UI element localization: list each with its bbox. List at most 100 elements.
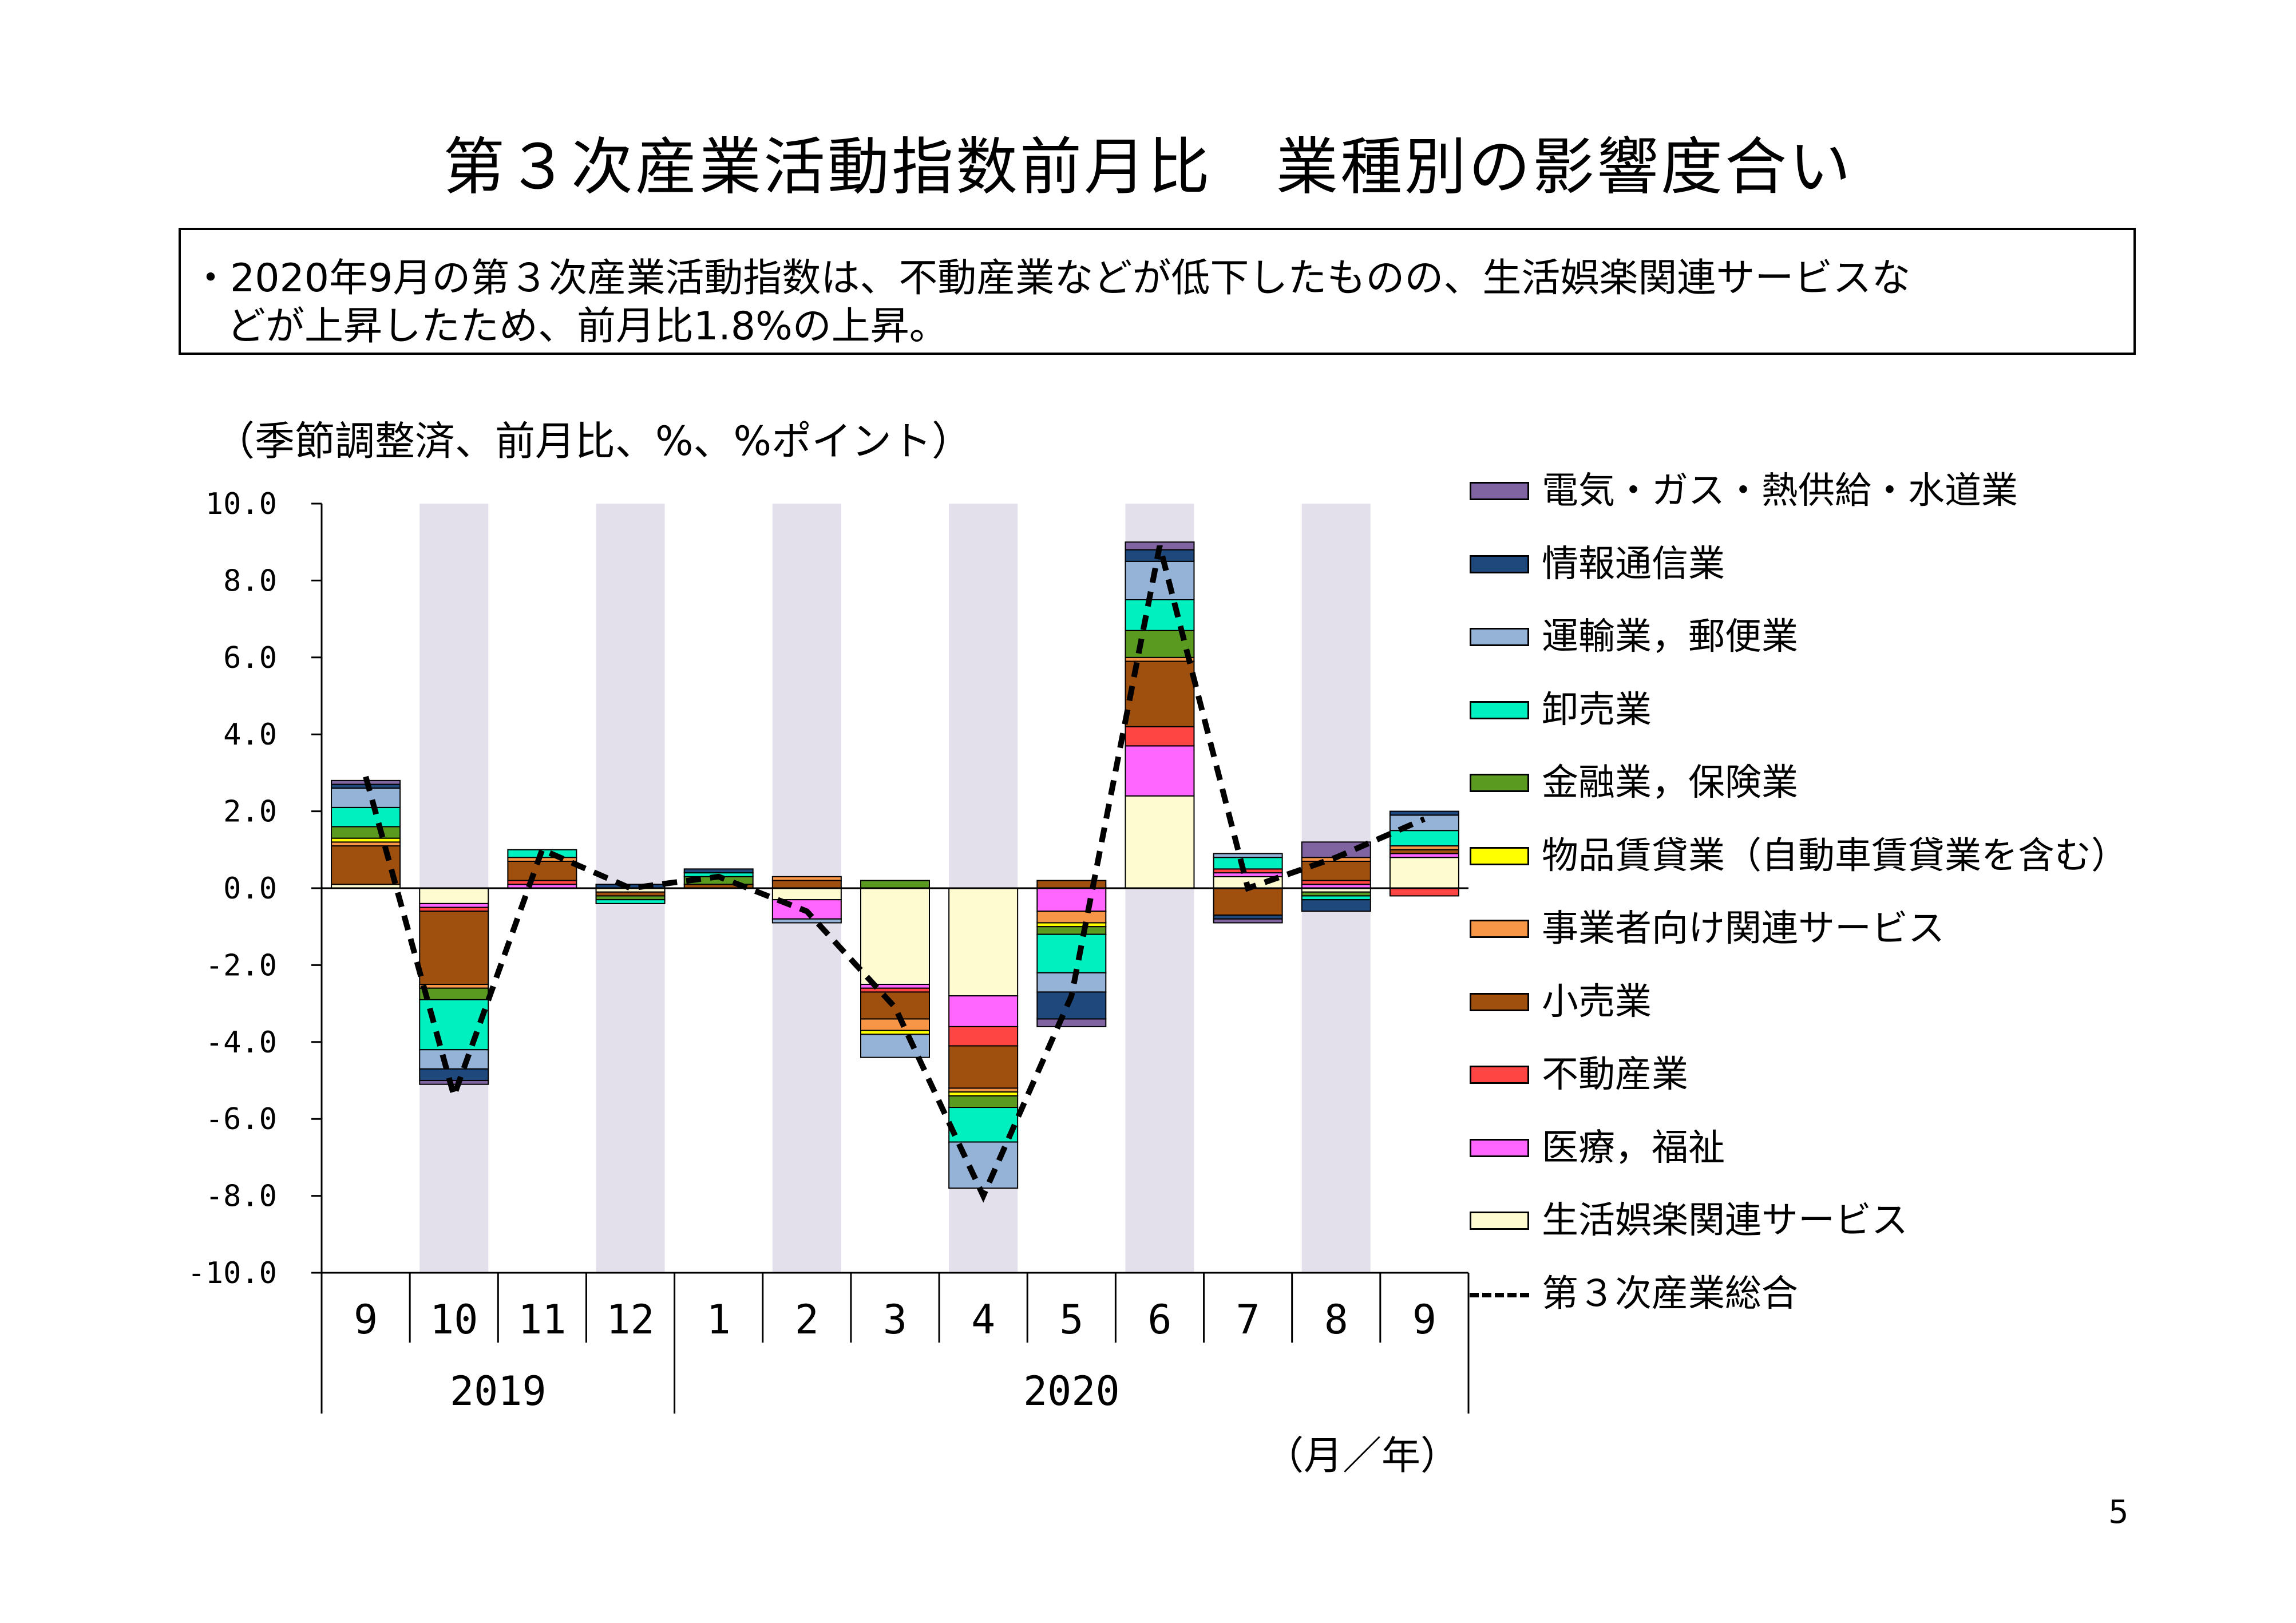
total-line — [363, 545, 1426, 1203]
x-tick-label: 12 — [606, 1296, 654, 1343]
y-tick-label: 4.0 — [223, 718, 277, 752]
bar-segment — [948, 1095, 1019, 1109]
bar-segment — [331, 841, 401, 847]
legend-swatch — [1470, 846, 1529, 865]
bar-segment — [860, 880, 930, 889]
bar-segment — [1036, 926, 1107, 935]
y-tick-label: -8.0 — [205, 1179, 277, 1214]
legend-dash — [1470, 1292, 1529, 1297]
bar-segment — [419, 911, 489, 985]
x-tick-label: 2 — [795, 1296, 819, 1343]
legend-label: 金融業，保険業 — [1542, 762, 1798, 804]
bar-segment — [419, 1049, 489, 1070]
bar-segment — [948, 888, 1019, 997]
bar-segment — [1389, 888, 1459, 897]
bar-segment — [507, 880, 577, 885]
x-tick-label: 11 — [518, 1296, 566, 1343]
y-tick-label: -2.0 — [205, 948, 277, 983]
bar-segment — [860, 991, 930, 1020]
y-tick-label: 8.0 — [223, 564, 277, 598]
x-tick-label: 8 — [1324, 1296, 1348, 1343]
bar-segment — [1036, 911, 1107, 924]
bar-segment — [1213, 857, 1283, 870]
y-tick-label: 0.0 — [223, 872, 277, 906]
legend-swatch — [1470, 700, 1529, 719]
bar-segment — [1389, 845, 1459, 850]
y-tick-label: 10.0 — [205, 487, 277, 521]
bar-segment — [1389, 830, 1459, 847]
bar-segment — [860, 987, 930, 993]
legend-label: 物品賃貸業（自動車賃貸業を含む） — [1542, 834, 2128, 877]
bar-segment — [1301, 880, 1371, 885]
bar-segment — [1036, 922, 1107, 928]
bar-segment — [948, 1091, 1019, 1096]
bar-segment — [331, 806, 401, 828]
legend-label: 不動産業 — [1542, 1054, 1688, 1096]
bar-segment — [1036, 888, 1107, 912]
legend-label: 事業者向け関連サービス — [1542, 908, 1945, 950]
bar-segment — [948, 995, 1019, 1027]
bar-segment — [419, 1080, 489, 1085]
legend-swatch — [1470, 774, 1529, 792]
legend-label: 医療，福祉 — [1542, 1126, 1725, 1169]
legend-swatch — [1470, 992, 1529, 1011]
x-tick-label: 3 — [883, 1296, 907, 1343]
y-tick-label: -4.0 — [205, 1026, 277, 1060]
page-number: 5 — [2108, 1494, 2129, 1531]
legend-swatch — [1470, 555, 1529, 573]
bar-segment — [507, 860, 577, 881]
bar-segment — [1125, 795, 1195, 889]
x-tick-label: 9 — [1412, 1296, 1436, 1343]
bar-segment — [1036, 933, 1107, 973]
legend-label: 情報通信業 — [1542, 543, 1725, 585]
bar-segment — [948, 1045, 1019, 1089]
bar-segment — [1213, 915, 1283, 920]
bar-segment — [419, 888, 489, 904]
bar-segment — [419, 906, 489, 912]
bar-segment — [860, 1030, 930, 1035]
bar-segment — [419, 902, 489, 908]
y-tick-label: -10.0 — [187, 1256, 277, 1291]
legend-swatch — [1470, 482, 1529, 500]
summary-line-1: ・2020年9月の第３次産業活動指数は、不動産業などが低下したものの、生活娯楽関… — [191, 256, 1911, 301]
bar-segment — [1389, 849, 1459, 854]
bar-segment — [1125, 656, 1195, 662]
year-label: 2020 — [1023, 1368, 1120, 1415]
unit-note: （季節調整済、前月比、%、%ポイント） — [215, 418, 972, 465]
bar-segment — [1125, 726, 1195, 747]
legend-swatch — [1470, 920, 1529, 938]
bar-segment — [419, 984, 489, 989]
bar-segment — [331, 845, 401, 885]
legend-swatch — [1470, 1138, 1529, 1157]
x-tick-label: 9 — [354, 1296, 378, 1343]
bar-segment — [1125, 599, 1195, 631]
bar-segment — [771, 876, 842, 881]
y-tick-label: -6.0 — [205, 1102, 277, 1137]
bar-segment — [595, 895, 666, 901]
bar-segment — [948, 1087, 1019, 1093]
y-tick-label: 6.0 — [223, 641, 277, 675]
bar-segment — [419, 999, 489, 1051]
x-tick-label: 5 — [1059, 1296, 1083, 1343]
summary-box: ・2020年9月の第３次産業活動指数は、不動産業などが低下したものの、生活娯楽関… — [179, 228, 2136, 355]
bar-segment — [419, 1068, 489, 1081]
bar-segment — [595, 891, 666, 897]
bar-segment — [1389, 810, 1459, 816]
x-tick-label: 1 — [707, 1296, 731, 1343]
x-tick-label: 6 — [1147, 1296, 1171, 1343]
summary-line-2: どが上昇したため、前月比1.8%の上昇。 — [227, 304, 948, 349]
bar-segment — [1301, 891, 1371, 897]
bar-segment — [860, 1018, 930, 1031]
bar-segment — [1213, 868, 1283, 874]
x-tick-label: 7 — [1236, 1296, 1260, 1343]
bar-segment — [771, 888, 842, 901]
legend-label: 第３次産業総合 — [1542, 1272, 1798, 1315]
legend-label: 電気・ガス・熱供給・水道業 — [1542, 470, 2018, 512]
legend-label: 小売業 — [1542, 980, 1652, 1023]
bar-segment — [683, 868, 754, 874]
bar-segment — [331, 787, 401, 808]
bar-segment — [1301, 895, 1371, 901]
page-title: 第３次産業活動指数前月比 業種別の影響度合い — [442, 132, 1853, 203]
legend-swatch — [1470, 1212, 1529, 1230]
bar-segment — [331, 826, 401, 839]
